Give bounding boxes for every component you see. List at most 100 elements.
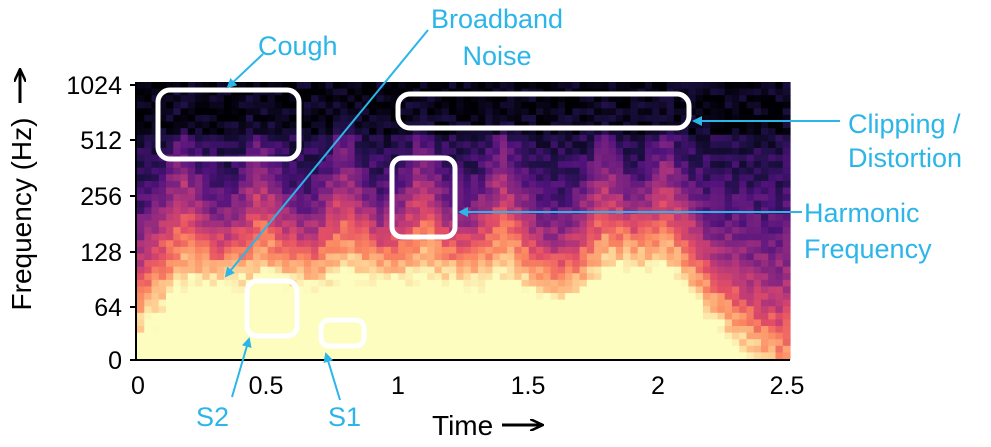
heatmap-cell — [550, 108, 559, 116]
heatmap-cell — [666, 273, 675, 281]
heatmap-cell — [340, 286, 349, 294]
heatmap-cell — [245, 246, 254, 255]
heatmap-cell — [158, 141, 167, 149]
heatmap-cell — [412, 260, 421, 268]
heatmap-cell — [376, 180, 385, 189]
heatmap-cell — [137, 293, 145, 301]
heatmap-cell — [253, 293, 261, 301]
heatmap-cell — [347, 299, 356, 307]
heatmap-cell — [267, 194, 276, 202]
heatmap-cell — [630, 101, 639, 109]
heatmap-cell — [753, 299, 762, 307]
heatmap-cell — [630, 273, 639, 281]
heatmap-cell — [209, 187, 218, 195]
heatmap-cell — [231, 108, 240, 116]
x-tick-0.5: 0.5 — [249, 372, 284, 400]
heatmap-cell — [166, 167, 174, 175]
heatmap-cell — [463, 332, 472, 340]
heatmap-cell — [594, 200, 602, 208]
heatmap-cell — [354, 174, 363, 182]
heatmap-cell — [289, 227, 298, 235]
heatmap-cell — [340, 141, 349, 149]
heatmap-cell — [224, 326, 232, 334]
heatmap-cell — [325, 174, 334, 182]
heatmap-cell — [717, 220, 726, 228]
heatmap-cell — [289, 128, 298, 136]
heatmap-cell — [398, 167, 407, 175]
heatmap-cell — [427, 95, 436, 103]
heatmap-cell — [637, 161, 646, 169]
heatmap-cell — [724, 114, 733, 123]
heatmap-cell — [739, 82, 748, 90]
heatmap-cell — [739, 253, 748, 261]
heatmap-cell — [739, 345, 748, 354]
heatmap-cell — [173, 299, 182, 307]
heatmap-cell — [303, 279, 312, 288]
heatmap-cell — [296, 339, 305, 347]
heatmap-cell — [478, 253, 486, 261]
heatmap-cell — [608, 134, 617, 142]
heatmap-cell — [637, 279, 646, 288]
heatmap-cell — [724, 246, 733, 255]
heatmap-cell — [340, 121, 349, 129]
heatmap-cell — [144, 352, 153, 360]
heatmap-cell — [565, 339, 573, 347]
heatmap-cell — [724, 240, 733, 248]
heatmap-cell — [267, 253, 276, 261]
heatmap-cell — [274, 101, 283, 109]
heatmap-cell — [231, 299, 240, 307]
heatmap-cell — [630, 233, 639, 241]
heatmap-cell — [245, 227, 254, 235]
heatmap-cell — [224, 240, 232, 248]
heatmap-cell — [572, 141, 581, 149]
heatmap-cell — [318, 312, 327, 321]
heatmap-cell — [224, 319, 232, 327]
heatmap-cell — [753, 194, 762, 202]
heatmap-cell — [434, 167, 443, 175]
heatmap-cell — [456, 121, 465, 129]
heatmap-cell — [601, 108, 610, 116]
heatmap-cell — [550, 161, 559, 169]
heatmap-cell — [180, 299, 189, 307]
heatmap-cell — [768, 312, 777, 321]
heatmap-cell — [383, 339, 392, 347]
heatmap-cell — [731, 114, 740, 123]
heatmap-cell — [463, 286, 472, 294]
heatmap-cell — [579, 154, 588, 162]
heatmap-cell — [572, 299, 581, 307]
heatmap-cell — [419, 147, 428, 156]
heatmap-cell — [579, 260, 588, 268]
heatmap-cell — [695, 299, 704, 307]
heatmap-cell — [325, 114, 334, 123]
heatmap-cell — [209, 161, 218, 169]
heatmap-cell — [565, 134, 573, 142]
heatmap-cell — [260, 299, 269, 307]
heatmap-cell — [282, 326, 290, 334]
heatmap-cell — [137, 266, 145, 274]
heatmap-cell — [572, 167, 581, 175]
heatmap-cell — [688, 233, 697, 241]
heatmap-cell — [303, 306, 312, 314]
heatmap-cell — [514, 141, 523, 149]
heatmap-cell — [325, 88, 334, 96]
heatmap-cell — [137, 200, 145, 208]
heatmap-cell — [652, 246, 660, 255]
heatmap-cell — [224, 352, 232, 360]
heatmap-cell — [376, 220, 385, 228]
heatmap-cell — [303, 253, 312, 261]
heatmap-cell — [325, 253, 334, 261]
heatmap-cell — [710, 167, 719, 175]
heatmap-cell — [601, 95, 610, 103]
heatmap-cell — [478, 187, 486, 195]
heatmap-cell — [760, 319, 769, 327]
heatmap-cell — [441, 339, 450, 347]
heatmap-cell — [608, 227, 617, 235]
heatmap-cell — [753, 154, 762, 162]
heatmap-cell — [296, 194, 305, 202]
heatmap-cell — [739, 240, 748, 248]
heatmap-cell — [274, 246, 283, 255]
heatmap-cell — [710, 240, 719, 248]
heatmap-cell — [187, 220, 196, 228]
heatmap-cell — [594, 326, 602, 334]
heatmap-cell — [572, 121, 581, 129]
